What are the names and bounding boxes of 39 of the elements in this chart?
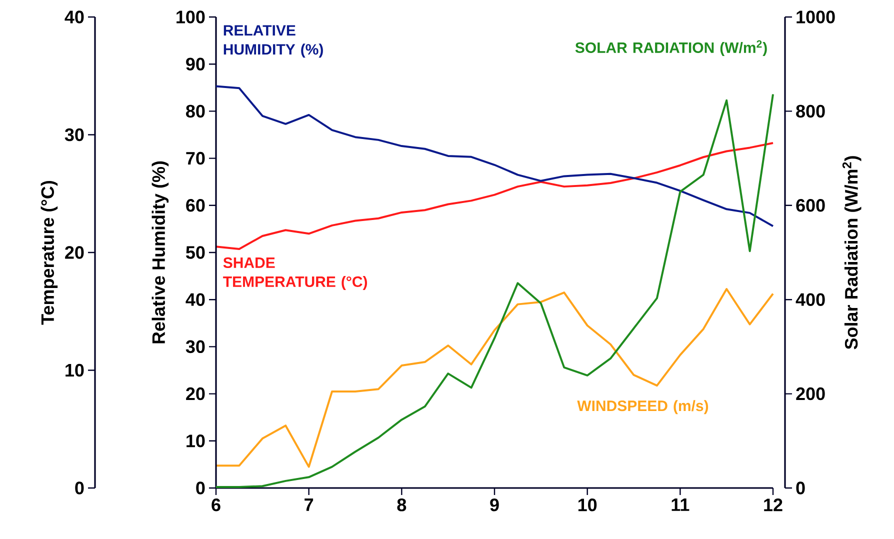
y2-tick-label: 1000 <box>796 10 835 24</box>
line-series <box>215 142 774 250</box>
line-series <box>215 288 774 468</box>
text: SOLAR RADIATION (W/m$^{2}$) <box>575 40 767 56</box>
y2-tick-label: 200 <box>796 387 825 400</box>
y-tick-label: 40 <box>186 293 205 306</box>
x-tick-label: 11 <box>672 498 690 511</box>
line-series <box>215 85 774 228</box>
x-tick-label: 10 <box>578 498 597 512</box>
x-tick-label: 12 <box>764 498 782 512</box>
series-label: WINDSPEED (m/s) <box>577 400 708 414</box>
x-tick-label: 6 <box>212 498 220 512</box>
y-tick-label: 70 <box>186 152 205 165</box>
y2-tick-label: 400 <box>796 293 825 306</box>
y3-tick-label: 40 <box>64 10 84 24</box>
y2-tick-label: 600 <box>796 199 825 212</box>
y-tick-label: 20 <box>186 387 205 400</box>
y2-axis-title: Solar Radiation (W/m$^{2}$) <box>842 156 862 350</box>
x-tick-label: 9 <box>490 498 499 512</box>
y-tick-label: 80 <box>186 104 205 118</box>
series-label: RELATIVE HUMIDITY (%) <box>224 25 323 58</box>
y3-tick-label: 0 <box>75 482 84 494</box>
x-tick-label: 8 <box>397 498 406 512</box>
y-tick-label: 60 <box>186 199 205 212</box>
y-tick-label: 50 <box>186 246 205 259</box>
y-tick-label: 10 <box>186 434 205 448</box>
x-tick-label: 7 <box>304 498 314 511</box>
y2-tick-label: 0 <box>796 482 805 494</box>
y3-tick-label: 20 <box>65 246 84 259</box>
series-label: SHADE TEMPERATURE (°C) <box>223 257 368 290</box>
y-tick-label: 90 <box>186 58 205 70</box>
y2-tick-label: 800 <box>796 104 825 118</box>
y3-tick-label: 10 <box>66 364 84 377</box>
y3-tick-label: 30 <box>64 128 84 142</box>
y3-axis-title: Temperature (°C) <box>40 180 58 325</box>
y-tick-label: 0 <box>196 482 205 494</box>
y-tick-label: 30 <box>186 340 205 354</box>
y-axis-title: Relative Humidity (%) <box>152 161 169 344</box>
y-tick-label: 100 <box>176 10 205 24</box>
